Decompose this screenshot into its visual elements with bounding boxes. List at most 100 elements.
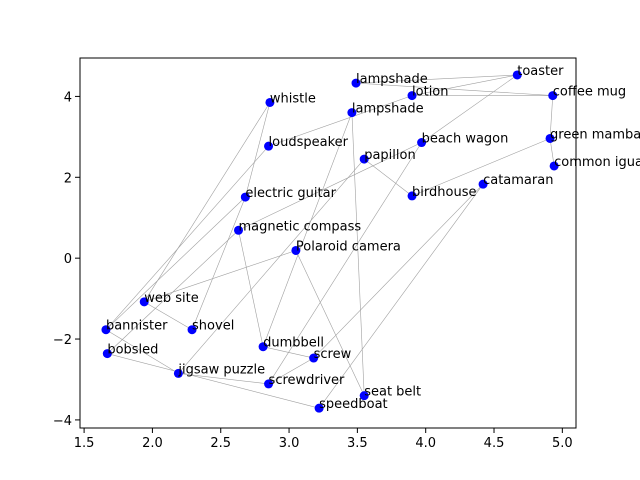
edge-line bbox=[238, 230, 264, 347]
edge-line bbox=[549, 95, 554, 139]
edge-line bbox=[313, 183, 484, 359]
edge-line bbox=[144, 250, 296, 303]
edge-line bbox=[268, 95, 413, 147]
y-tick-label: −2 bbox=[53, 333, 72, 348]
edge-line bbox=[268, 142, 422, 385]
y-tick-label: 0 bbox=[64, 252, 72, 267]
data-point bbox=[240, 192, 250, 202]
point-label: coffee mug bbox=[553, 85, 626, 100]
x-axis: 1.5 2.0 2.5 3.0 3.5 4.0 4.5 5.0 bbox=[74, 428, 573, 451]
point-label: beach wagon bbox=[422, 132, 509, 147]
edge-line bbox=[105, 196, 246, 330]
data-point bbox=[101, 325, 111, 335]
edge-line bbox=[263, 346, 314, 359]
point-label: web site bbox=[144, 291, 199, 306]
data-point bbox=[359, 391, 369, 401]
data-point bbox=[291, 245, 301, 255]
data-point bbox=[314, 403, 324, 413]
y-axis: −4 −2 0 2 4 bbox=[53, 90, 80, 429]
x-tick-label: 3.0 bbox=[279, 436, 300, 451]
y-tick-label: −4 bbox=[53, 414, 72, 429]
point-label: electric guitar bbox=[245, 186, 336, 201]
edges-layer bbox=[105, 74, 555, 409]
x-tick-label: 5.0 bbox=[552, 436, 573, 451]
edge-line bbox=[143, 102, 271, 302]
point-label: loudspeaker bbox=[269, 135, 349, 150]
data-point bbox=[234, 225, 244, 235]
edge-line bbox=[178, 158, 365, 374]
data-point bbox=[417, 138, 427, 148]
edge-line bbox=[355, 82, 553, 96]
data-point bbox=[359, 154, 369, 164]
point-label: papillon bbox=[364, 148, 416, 163]
point-label: common iguana bbox=[554, 155, 640, 170]
data-point bbox=[265, 97, 275, 107]
edge-line bbox=[105, 145, 269, 330]
point-label: shovel bbox=[192, 319, 234, 334]
data-point bbox=[347, 108, 357, 118]
data-point bbox=[102, 349, 112, 359]
data-point bbox=[258, 342, 268, 352]
data-point bbox=[264, 141, 274, 151]
points-layer bbox=[101, 70, 559, 413]
data-point bbox=[351, 78, 361, 88]
edge-line bbox=[268, 357, 314, 385]
data-point bbox=[407, 191, 417, 201]
x-tick-label: 2.0 bbox=[142, 436, 163, 451]
point-label: dumbbell bbox=[263, 336, 324, 351]
edge-line bbox=[549, 138, 555, 167]
edge-line bbox=[191, 196, 246, 330]
edge-line bbox=[295, 250, 365, 396]
point-label: bobsled bbox=[107, 343, 158, 358]
edge-line bbox=[355, 74, 518, 84]
edge-line bbox=[107, 353, 320, 409]
data-point bbox=[545, 133, 555, 143]
y-tick-label: 2 bbox=[64, 171, 72, 186]
data-point bbox=[512, 70, 522, 80]
point-label: Polaroid camera bbox=[296, 239, 401, 254]
point-label: magnetic compass bbox=[239, 219, 362, 234]
edge-line bbox=[178, 373, 269, 385]
point-label: screwdriver bbox=[269, 373, 346, 388]
point-label: jigsaw puzzle bbox=[177, 362, 265, 377]
x-tick-label: 4.0 bbox=[415, 436, 436, 451]
y-tick-label: 4 bbox=[64, 90, 72, 105]
edge-line bbox=[245, 102, 271, 198]
point-label: lampshade bbox=[356, 72, 428, 87]
data-point bbox=[478, 179, 488, 189]
edge-line bbox=[318, 183, 484, 409]
data-point bbox=[549, 161, 559, 171]
edge-line bbox=[411, 74, 518, 96]
data-point bbox=[548, 91, 558, 101]
x-tick-label: 2.5 bbox=[210, 436, 231, 451]
edge-line bbox=[351, 112, 365, 396]
data-point bbox=[187, 325, 197, 335]
x-tick-label: 4.5 bbox=[484, 436, 505, 451]
x-tick-label: 3.5 bbox=[347, 436, 368, 451]
edge-line bbox=[105, 329, 179, 374]
data-point bbox=[264, 379, 274, 389]
point-label: speedboat bbox=[319, 397, 388, 412]
data-point bbox=[309, 353, 319, 363]
edge-line bbox=[364, 158, 413, 197]
plot-area-frame bbox=[79, 57, 577, 429]
edge-line bbox=[411, 138, 551, 197]
point-label: birdhouse bbox=[412, 185, 476, 200]
edge-line bbox=[421, 74, 518, 143]
x-tick-label: 1.5 bbox=[74, 436, 95, 451]
point-label: catamaran bbox=[483, 173, 553, 188]
data-point bbox=[407, 91, 417, 101]
point-label: lotion bbox=[412, 85, 448, 100]
point-label: bannister bbox=[106, 319, 168, 334]
edge-line bbox=[238, 142, 422, 231]
data-point bbox=[173, 368, 183, 378]
point-label: whistle bbox=[270, 91, 316, 106]
point-label: seat belt bbox=[364, 385, 421, 400]
point-label: green mamba bbox=[550, 127, 640, 142]
edge-line bbox=[262, 112, 353, 347]
point-label: screw bbox=[314, 347, 352, 362]
data-point bbox=[139, 297, 149, 307]
